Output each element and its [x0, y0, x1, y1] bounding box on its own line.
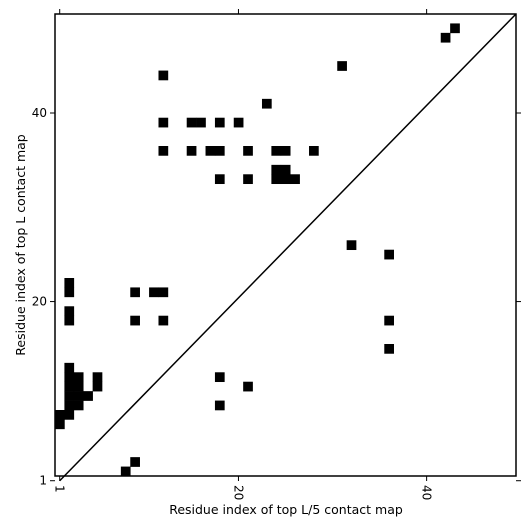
contact-cell	[280, 164, 291, 175]
contact-cell	[243, 146, 253, 156]
axis-ticks: 1 20 40 1 20 40	[32, 9, 521, 500]
contact-cell	[290, 174, 300, 185]
contact-cell	[73, 372, 84, 383]
contact-cell	[384, 344, 394, 354]
contact-cell	[384, 249, 394, 260]
plot-frame	[54, 13, 517, 477]
contact-cell	[337, 61, 347, 71]
contact-cell	[64, 362, 75, 373]
contact-cell	[130, 315, 140, 326]
contact-cell	[158, 117, 169, 128]
contact-cell	[280, 146, 291, 156]
contact-cell	[271, 146, 282, 156]
contact-cell	[440, 32, 451, 43]
contact-cell	[450, 23, 460, 34]
x-tick-label: 20	[231, 485, 245, 500]
contact-cell	[214, 400, 225, 411]
contact-cell	[280, 174, 291, 185]
contact-cell	[92, 372, 103, 383]
contact-cell	[64, 372, 75, 383]
contact-cell	[130, 287, 140, 298]
contact-cell	[73, 391, 84, 401]
contact-cell	[64, 381, 75, 392]
contact-cell	[214, 174, 225, 185]
contact-cell	[64, 400, 75, 411]
diagonal-line	[59, 13, 517, 482]
x-tick-label: 40	[420, 485, 434, 500]
contact-cell	[64, 315, 75, 326]
contact-cell	[309, 146, 319, 156]
contact-cells	[55, 23, 460, 477]
contact-cell	[64, 278, 75, 288]
contact-cell	[243, 174, 253, 185]
contact-cell	[346, 240, 357, 251]
contact-cell	[130, 457, 140, 467]
contact-cell	[55, 419, 65, 430]
y-tick-label: 1	[39, 474, 47, 488]
contact-cell	[73, 381, 84, 392]
contact-cell	[55, 410, 65, 420]
contact-cell	[261, 98, 272, 109]
contact-cell	[214, 146, 225, 156]
contact-cell	[158, 146, 169, 156]
contact-cell	[233, 117, 244, 128]
contact-cell	[64, 287, 75, 298]
contact-cell	[64, 410, 75, 420]
contact-cell	[92, 381, 103, 392]
contact-cell	[214, 117, 225, 128]
contact-cell	[214, 372, 225, 383]
contact-cell	[186, 146, 197, 156]
contact-cell	[186, 117, 197, 128]
contact-cell	[243, 381, 253, 392]
contact-cell	[158, 287, 169, 298]
contact-cell	[64, 306, 75, 317]
contact-cell	[158, 315, 169, 326]
contact-cell	[120, 466, 131, 477]
y-axis-label: Residue index of top L contact map	[13, 134, 28, 355]
y-tick-label: 20	[32, 295, 47, 309]
x-tick-label: 1	[53, 485, 67, 493]
x-axis-label: Residue index of top L/5 contact map	[169, 502, 403, 517]
contact-cell	[64, 391, 75, 401]
contact-cell	[271, 174, 282, 185]
contact-cell	[149, 287, 159, 298]
contact-cell	[73, 400, 84, 411]
contact-cell	[205, 146, 216, 156]
contact-cell	[83, 391, 93, 401]
contact-cell	[196, 117, 206, 128]
contact-cell	[271, 164, 282, 175]
y-tick-label: 40	[32, 106, 47, 120]
contact-cell	[384, 315, 394, 326]
contact-cell	[158, 70, 169, 81]
